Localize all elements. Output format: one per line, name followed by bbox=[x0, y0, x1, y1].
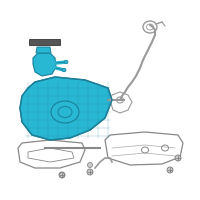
Ellipse shape bbox=[88, 162, 92, 168]
Ellipse shape bbox=[62, 68, 66, 72]
Ellipse shape bbox=[59, 172, 65, 178]
FancyBboxPatch shape bbox=[30, 40, 60, 46]
Polygon shape bbox=[33, 53, 56, 76]
Ellipse shape bbox=[64, 60, 68, 64]
Ellipse shape bbox=[51, 101, 79, 123]
Ellipse shape bbox=[60, 172, 64, 178]
Ellipse shape bbox=[87, 169, 93, 175]
Polygon shape bbox=[36, 47, 51, 53]
Ellipse shape bbox=[167, 167, 173, 173]
Polygon shape bbox=[20, 77, 112, 140]
Ellipse shape bbox=[175, 155, 181, 161]
